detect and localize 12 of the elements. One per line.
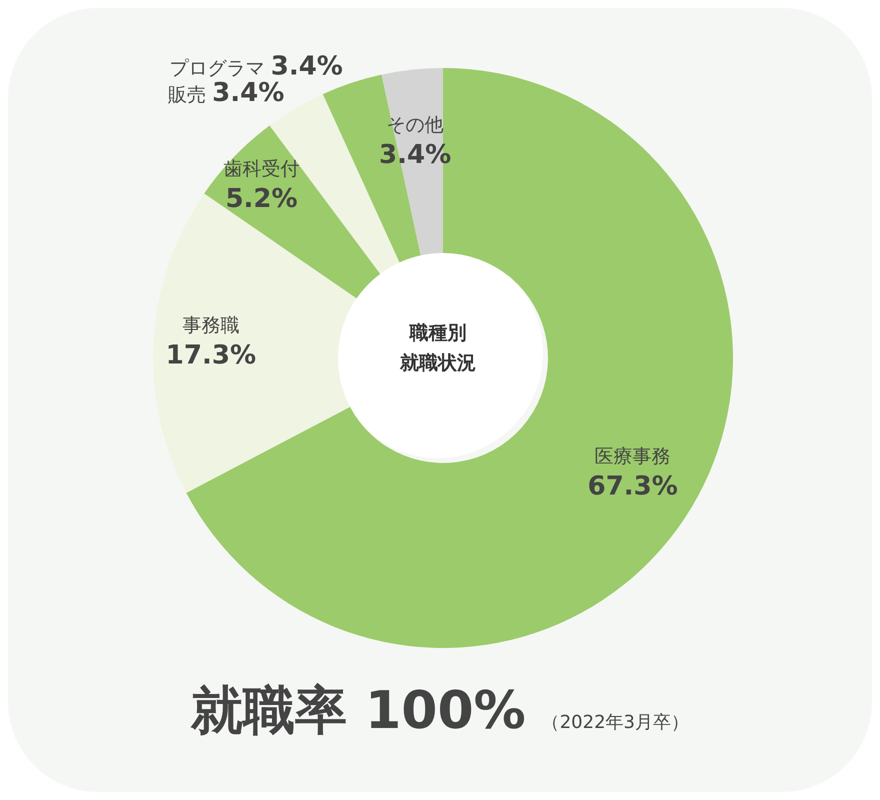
text: 職種別就職状況	[399, 322, 476, 374]
donut-slice	[204, 126, 380, 298]
text: （2022年3月卒）	[542, 711, 689, 734]
slice-label: プログラマ	[170, 57, 271, 80]
data-label: 67.3%	[588, 472, 678, 502]
slice-label: 医療事務	[594, 446, 671, 468]
data-label: 17.3%	[166, 340, 256, 370]
slice-label: 販売	[168, 84, 212, 106]
text: 就職率 100%	[190, 680, 526, 743]
slice-label: 歯科受付	[224, 158, 300, 180]
data-label: 5.2%	[225, 184, 298, 214]
slice-label: 事務職	[182, 314, 240, 336]
